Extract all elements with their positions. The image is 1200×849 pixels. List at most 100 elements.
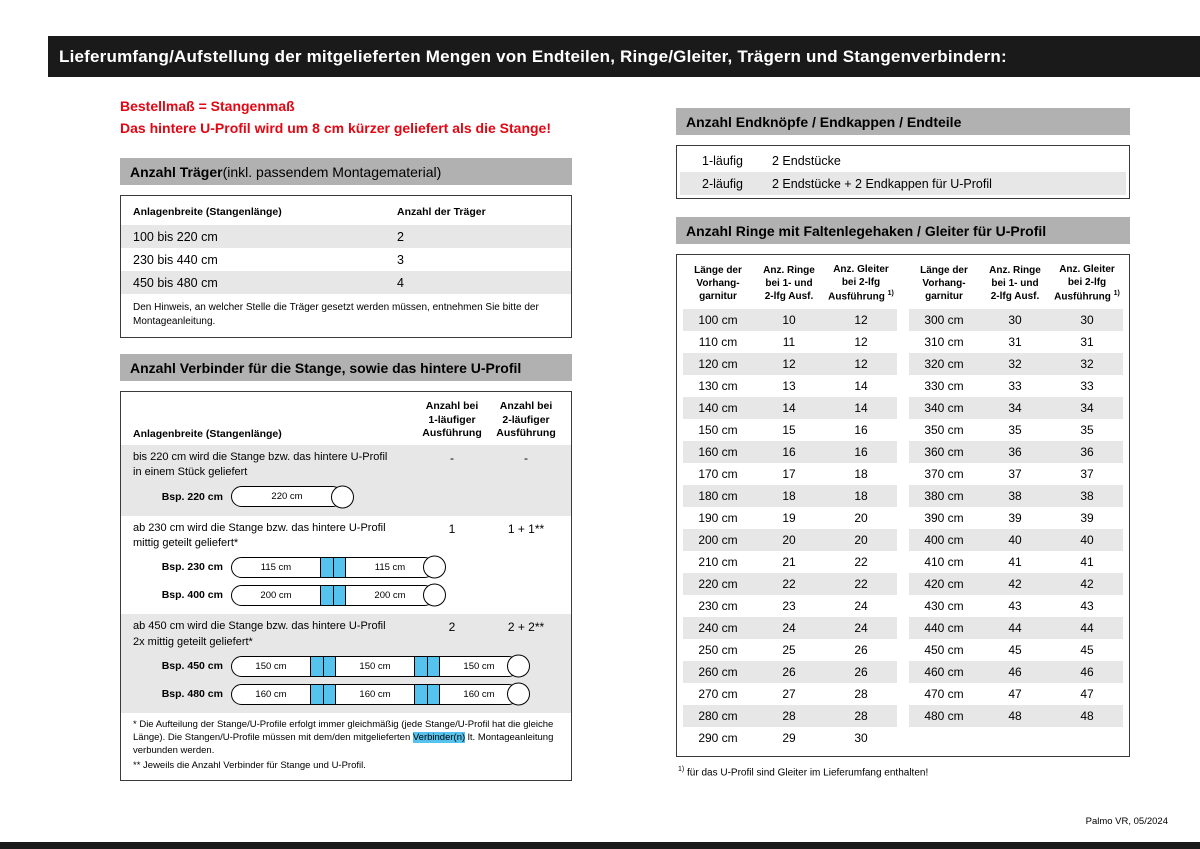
rod-segment-label: 220 cm xyxy=(271,491,303,503)
traeger-table-header: Anlagenbreite (Stangenlänge) Anzahl der … xyxy=(121,196,571,225)
ring-row-gleiter: 48 xyxy=(1080,708,1094,723)
ring-row-length: 280 cm xyxy=(698,708,738,723)
ring-row: 140 cm 14 14 xyxy=(683,396,897,419)
ring-row-gleiter: 14 xyxy=(854,378,868,393)
ring-row-ringe: 48 xyxy=(1008,708,1022,723)
rod-connector xyxy=(320,557,346,577)
ring-row: 470 cm 47 47 xyxy=(909,683,1123,705)
ring-row-ringe: 21 xyxy=(782,554,796,569)
rod-end-knob xyxy=(507,654,530,678)
rod-segment-label: 115 cm xyxy=(260,561,292,573)
verbinder-row: ab 230 cm wird die Stange bzw. das hinte… xyxy=(121,521,571,552)
ring-col-length-header: Länge der Vorhang- garnitur xyxy=(694,265,742,302)
traeger-header-bold: Anzahl Träger xyxy=(130,163,223,180)
ring-row: 240 cm 24 24 xyxy=(683,616,897,639)
ring-row: 270 cm 27 28 xyxy=(683,683,897,705)
ring-row-ringe: 28 xyxy=(782,708,796,723)
ring-row-ringe: 19 xyxy=(782,510,796,525)
ring-row-gleiter: 41 xyxy=(1080,554,1094,569)
verbinder-col1-header: Anzahl bei 1-läufiger Ausführung xyxy=(422,400,482,439)
ring-row-ringe: 46 xyxy=(1008,664,1022,679)
verbinder-table-header: Anlagenbreite (Stangenlänge) Anzahl bei … xyxy=(121,392,571,444)
ring-row: 210 cm 21 22 xyxy=(683,551,897,573)
ring-row-length: 220 cm xyxy=(698,576,738,591)
ring-row-gleiter: 36 xyxy=(1080,444,1094,459)
ring-row-length: 110 cm xyxy=(698,334,738,349)
ring-row: 360 cm 36 36 xyxy=(909,440,1123,463)
ring-row: 420 cm 42 42 xyxy=(909,572,1123,595)
ring-row-ringe: 41 xyxy=(1008,554,1022,569)
ring-row-length: 160 cm xyxy=(698,444,738,459)
ring-row-gleiter: 12 xyxy=(854,334,868,349)
ring-table-left: Länge der Vorhang- garnitur Anz. Ringe b… xyxy=(683,262,897,749)
traeger-col1-header: Anlagenbreite (Stangenlänge) xyxy=(133,206,282,219)
ring-row-ringe: 11 xyxy=(782,334,796,349)
ring-row-ringe: 29 xyxy=(782,730,796,745)
verbinder-table: Anlagenbreite (Stangenlänge) Anzahl bei … xyxy=(120,391,572,782)
ring-row: 250 cm 25 26 xyxy=(683,639,897,661)
ring-row-ringe: 39 xyxy=(1008,510,1022,525)
ring-row: 110 cm 11 12 xyxy=(683,331,897,353)
rod-segment-label: 150 cm xyxy=(255,660,287,672)
ring-row-ringe: 43 xyxy=(1008,598,1022,613)
rod-diagram: 200 cm 200 cm xyxy=(231,583,446,607)
traeger-row-range: 230 bis 440 cm xyxy=(133,252,218,267)
ring-row: 460 cm 46 46 xyxy=(909,660,1123,683)
ring-row-ringe: 30 xyxy=(1008,312,1022,327)
rod-end-knob xyxy=(423,555,446,579)
ring-row-length: 350 cm xyxy=(924,422,964,437)
verbinder-col2-header: Anzahl bei 2-läufiger Ausführung xyxy=(496,400,556,439)
ring-row: 340 cm 34 34 xyxy=(909,396,1123,419)
ringe-section-header: Anzahl Ringe mit Faltenlegehaken / Gleit… xyxy=(676,217,1130,244)
endteile-row-desc: 2 Endstücke xyxy=(772,153,841,168)
footnote-doublestar: ** Jeweils die Anzahl Verbinder für Stan… xyxy=(133,759,366,771)
ring-row: 430 cm 43 43 xyxy=(909,595,1123,617)
ring-row-ringe: 23 xyxy=(782,598,796,613)
ring-row-length: 440 cm xyxy=(924,620,964,635)
ring-row-gleiter: 20 xyxy=(854,532,868,547)
page-title: Lieferumfang/Aufstellung der mitgeliefer… xyxy=(59,46,1007,66)
traeger-row-range: 100 bis 220 cm xyxy=(133,229,218,244)
notice-line-2: Das hintere U-Profil wird um 8 cm kürzer… xyxy=(120,119,552,136)
verbinder-footnotes: * Die Aufteilung der Stange/U-Profile er… xyxy=(121,713,571,780)
ring-row-ringe: 14 xyxy=(782,400,796,415)
ring-row-ringe: 10 xyxy=(782,312,796,327)
ring-row-ringe: 45 xyxy=(1008,642,1022,657)
ring-row-length: 240 cm xyxy=(698,620,738,635)
rod-end-knob xyxy=(331,485,354,509)
traeger-section-header: Anzahl Träger (inkl. passendem Montagema… xyxy=(120,158,572,186)
rod-segment-label: 200 cm xyxy=(260,589,292,601)
ring-row: 160 cm 16 16 xyxy=(683,440,897,463)
ring-row-length: 250 cm xyxy=(698,642,738,657)
verbinder-val-2lfg: - xyxy=(524,450,528,465)
ring-row-length: 200 cm xyxy=(698,532,738,547)
rod-segment-label: 200 cm xyxy=(374,589,406,601)
ring-row-gleiter: 26 xyxy=(854,642,868,657)
rod-segment-label: 150 cm xyxy=(359,660,391,672)
ring-row-length: 300 cm xyxy=(924,312,964,327)
ring-row-ringe: 15 xyxy=(782,422,796,437)
rod-segment-label: 150 cm xyxy=(463,660,495,672)
ring-tables-wrap: Länge der Vorhang- garnitur Anz. Ringe b… xyxy=(683,262,1123,749)
endteile-table: 1-läufig 2 Endstücke 2-läufig 2 Endstück… xyxy=(676,145,1130,199)
ring-row-gleiter: 30 xyxy=(1080,312,1094,327)
traeger-row-count: 4 xyxy=(397,275,404,290)
ring-row-gleiter: 26 xyxy=(854,664,868,679)
ring-row: 180 cm 18 18 xyxy=(683,484,897,507)
ring-row-gleiter: 31 xyxy=(1080,334,1094,349)
ring-col-gleiter-sup: 1) xyxy=(1113,289,1120,297)
verbinder-col-label: Anlagenbreite (Stangenlänge) xyxy=(133,427,282,440)
ring-row-gleiter: 38 xyxy=(1080,488,1094,503)
ring-row-length: 230 cm xyxy=(698,598,738,613)
ring-row-length: 400 cm xyxy=(924,532,964,547)
ring-row-gleiter: 18 xyxy=(854,466,868,481)
ring-col-ringe-header: Anz. Ringe bei 1- und 2-lfg Ausf. xyxy=(989,265,1041,302)
ring-row: 100 cm 10 12 xyxy=(683,308,897,331)
ring-col-gleiter-header: Anz. Gleiter bei 2-lfg Ausführung 1) xyxy=(1051,262,1123,309)
ring-row: 440 cm 44 44 xyxy=(909,616,1123,639)
rod-diagram: 220 cm xyxy=(231,485,354,509)
ring-row-length: 120 cm xyxy=(698,356,738,371)
verbinder-block-text: ab 450 cm wird die Stange bzw. das hinte… xyxy=(133,620,386,648)
ring-row-ringe: 16 xyxy=(782,444,796,459)
footnote-highlight: Verbinder(n) xyxy=(412,731,466,743)
